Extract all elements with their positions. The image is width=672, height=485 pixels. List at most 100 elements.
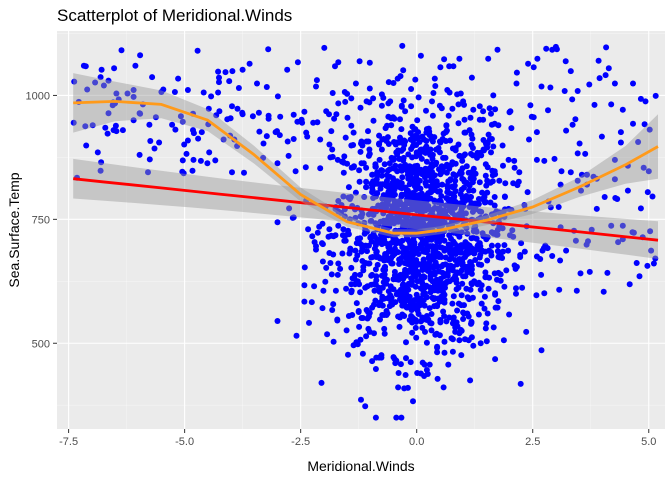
scatter-point (385, 188, 392, 195)
scatter-point (340, 169, 347, 176)
scatter-point (421, 361, 428, 368)
scatter-point (586, 81, 593, 88)
scatter-point (611, 156, 618, 163)
scatter-point (612, 195, 619, 201)
scatter-point (574, 177, 581, 184)
scatter-point (468, 131, 475, 138)
scatter-point (429, 98, 435, 105)
scatter-point (378, 352, 385, 359)
scatter-point (445, 262, 452, 269)
scatter-point (374, 261, 381, 268)
scatter-point (538, 347, 545, 354)
scatter-point (399, 174, 406, 181)
scatter-point (274, 93, 281, 100)
scatter-point (453, 286, 460, 293)
scatter-point (452, 257, 459, 263)
scatter-point (377, 316, 383, 323)
scatter-point (478, 152, 485, 159)
scatter-point (318, 379, 325, 386)
scatter-point (365, 242, 372, 249)
scatter-point (105, 110, 112, 117)
scatter-point (377, 185, 384, 192)
scatter-point (492, 304, 499, 311)
scatter-point (306, 319, 312, 326)
scatter-point (200, 89, 207, 96)
scatter-point (441, 349, 448, 356)
scatter-point (519, 284, 526, 291)
scatter-point (381, 161, 388, 168)
scatter-point (468, 235, 475, 242)
scatter-point (366, 310, 373, 316)
scatter-point (437, 64, 444, 71)
scatter-point (370, 95, 377, 102)
scatter-point (436, 188, 443, 195)
scatter-point (409, 319, 416, 326)
scatter-point (422, 290, 428, 297)
scatter-point (189, 167, 196, 174)
scatter-point (379, 136, 386, 143)
scatter-point (413, 334, 420, 341)
scatter-point (438, 254, 445, 260)
scatter-point (432, 253, 439, 260)
scatter-point (488, 211, 495, 218)
scatter-point (415, 168, 422, 175)
scatter-point (403, 287, 410, 294)
y-tick-label: 500 (32, 338, 50, 350)
scatter-point (434, 217, 441, 224)
scatter-point (403, 339, 409, 346)
scatter-point (402, 372, 409, 378)
x-tick-label: 2.5 (525, 436, 540, 448)
scatter-point (398, 414, 405, 421)
scatter-point (426, 361, 433, 368)
scatter-point (398, 219, 405, 226)
scatter-point (578, 187, 584, 194)
scatter-point (488, 242, 495, 249)
scatter-point (637, 95, 644, 102)
scatter-point (350, 129, 357, 136)
scatter-point (586, 268, 593, 275)
scatter-point (363, 333, 370, 340)
scatter-point (368, 254, 375, 261)
scatter-point (593, 205, 600, 212)
scatter-point (547, 204, 554, 211)
scatter-point (343, 327, 350, 334)
scatter-point (468, 74, 475, 81)
scatter-point (319, 240, 325, 247)
scatter-point (401, 385, 408, 392)
scatter-point (216, 108, 223, 115)
scatter-point (374, 236, 381, 243)
scatter-point (378, 172, 385, 179)
scatter-point (408, 176, 415, 183)
scatter-point (302, 164, 309, 171)
scatter-point (415, 94, 422, 101)
scatter-point (220, 136, 227, 143)
scatter-point (265, 115, 272, 122)
scatter-point (411, 183, 418, 190)
scatter-point (146, 121, 153, 128)
scatter-point (412, 302, 419, 309)
scatter-point (385, 221, 392, 228)
scatter-point (284, 138, 291, 145)
scatter-point (528, 113, 535, 120)
scatter-point (497, 271, 504, 278)
scatter-point (509, 227, 516, 234)
scatter-point (452, 199, 459, 205)
scatter-point (584, 171, 590, 178)
scatter-point (468, 150, 474, 157)
scatter-point (463, 225, 470, 232)
scatter-point (483, 338, 490, 345)
scatter-point (556, 286, 563, 293)
scatter-point (626, 281, 633, 288)
scatter-point (340, 226, 347, 233)
scatter-point (438, 263, 445, 270)
scatter-point (517, 380, 524, 387)
scatter-point (314, 119, 321, 126)
scatter-point (361, 230, 368, 237)
scatter-point (645, 168, 652, 175)
scatter-point (433, 330, 440, 337)
scatter-point (423, 367, 430, 373)
scatter-point (469, 208, 476, 215)
scatter-point (443, 127, 450, 134)
scatter-point (292, 168, 299, 175)
